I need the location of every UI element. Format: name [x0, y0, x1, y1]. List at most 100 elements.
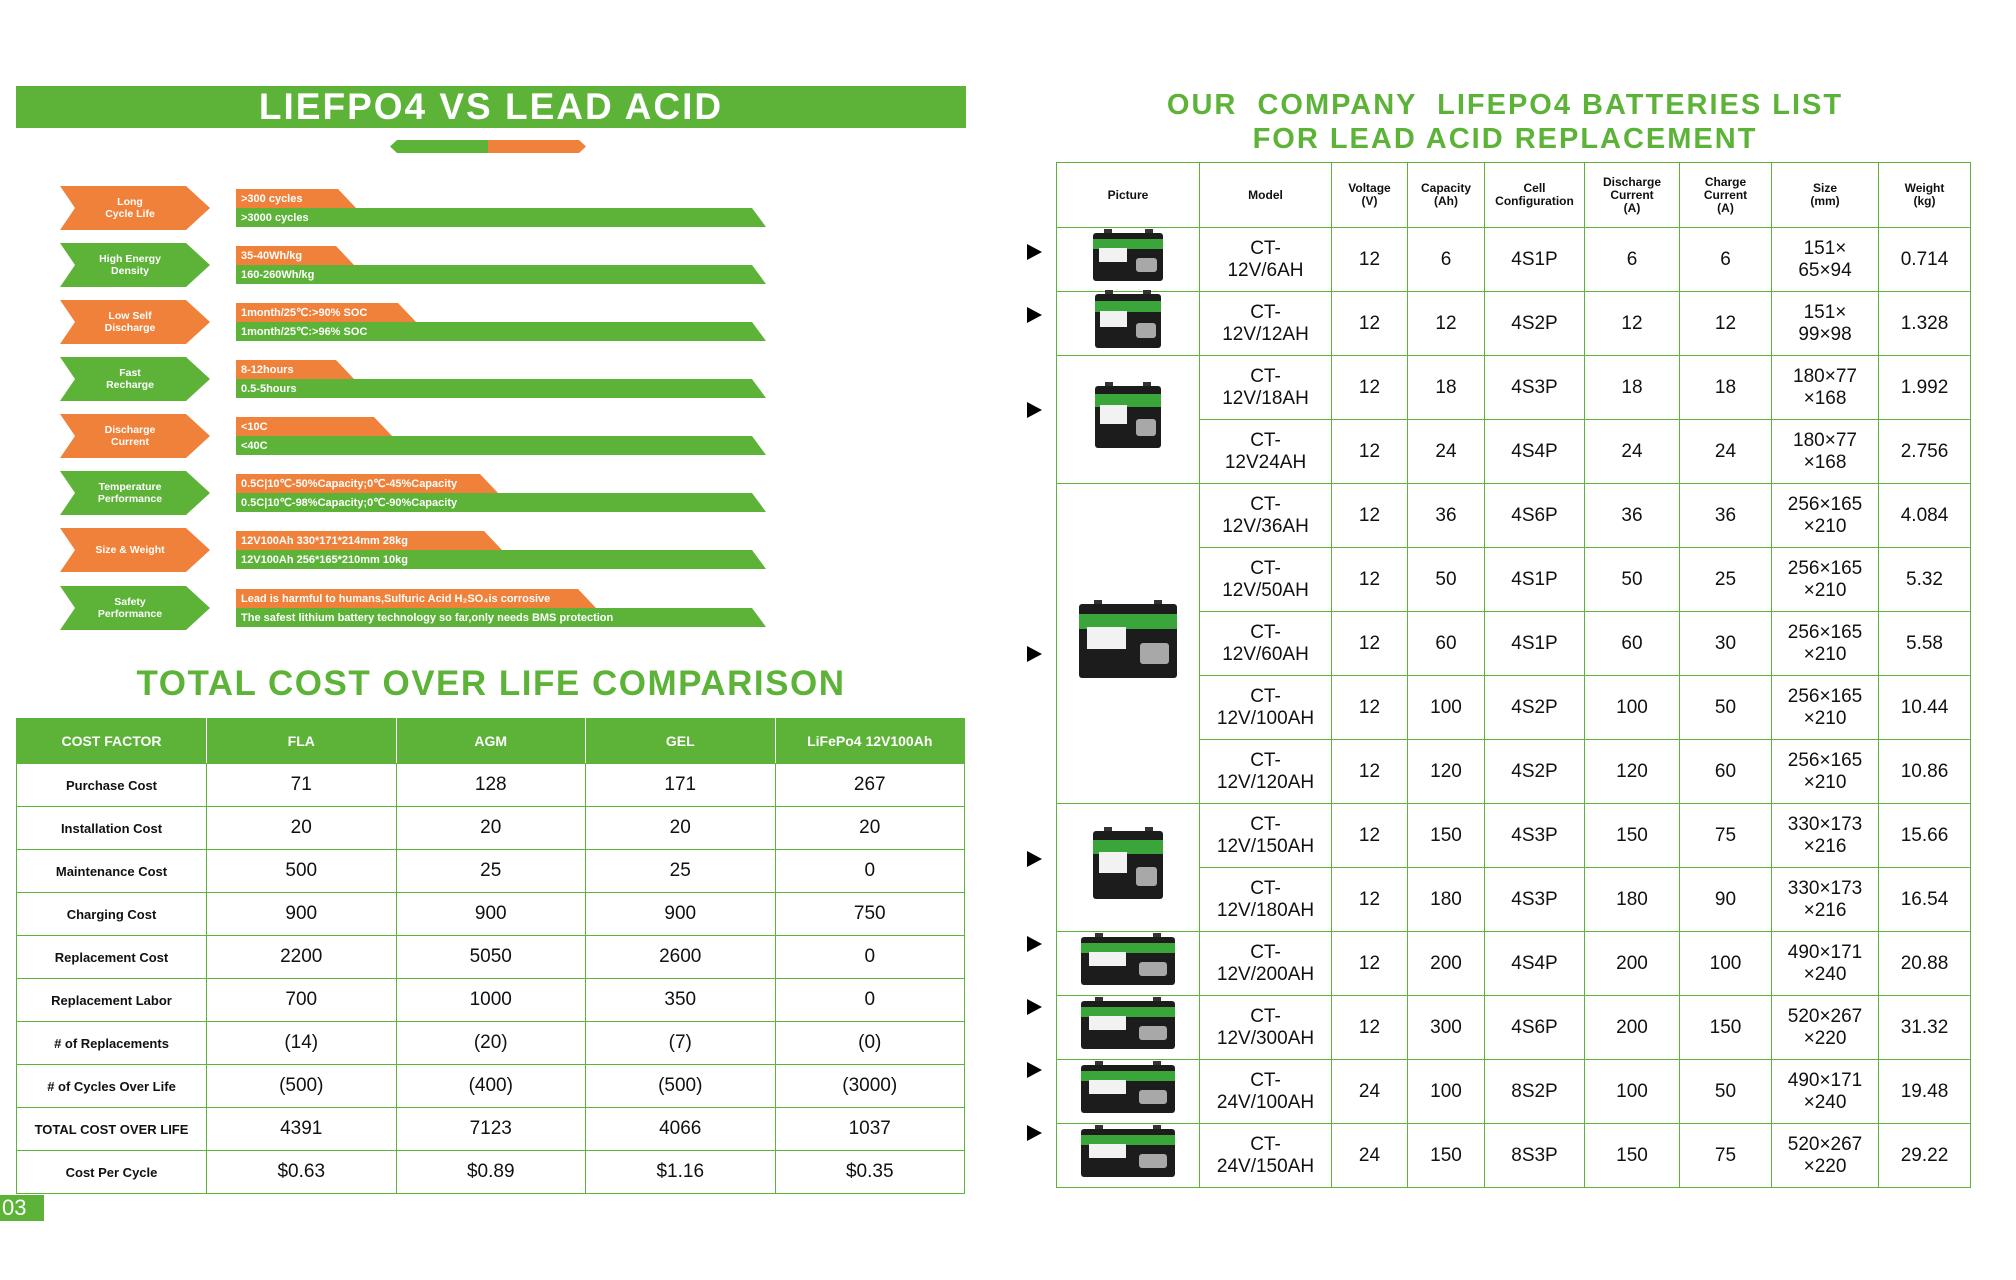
battery-discharge-cell: 180	[1584, 867, 1680, 932]
cost-cell: 900	[206, 892, 397, 936]
cost-cell: 4066	[585, 1107, 776, 1151]
lead-acid-bar: 1month/25℃:>90% SOC	[236, 303, 416, 322]
battery-charge-cell: 75	[1679, 1123, 1772, 1188]
cost-header: AGM	[395, 718, 586, 764]
cost-cell: 500	[206, 849, 397, 893]
battery-row: CT- 12V/12AH 12 12 4S2P 12 12 151× 99×98 1.328	[1056, 289, 1971, 356]
battery-capacity-cell: 100	[1407, 1059, 1485, 1124]
battery-header: Cell Configuration	[1484, 162, 1585, 228]
battery-model-cell: CT- 24V/150AH	[1199, 1123, 1332, 1188]
battery-row: CT- 12V/36AH 12 36 4S6P 36 36 256×165 ×210 4.08…	[1056, 483, 1971, 804]
cost-cell: 0	[774, 935, 965, 979]
battery-config-cell: 4S3P	[1484, 867, 1585, 932]
battery-weight-cell: 29.22	[1878, 1123, 1971, 1188]
lifepo4-bar: <40C	[236, 436, 766, 455]
battery-image-icon	[1081, 996, 1175, 1049]
battery-picture	[1056, 227, 1200, 292]
lead-acid-value: 0.5C|10℃-50%Capacity;0℃-45%Capacity	[241, 478, 458, 490]
battery-image-icon	[1093, 228, 1163, 281]
comparison-label: High Energy Density	[60, 243, 210, 287]
lifepo4-bar: 160-260Wh/kg	[236, 265, 766, 284]
cost-cell: 20	[395, 806, 586, 850]
battery-model-cell: CT- 12V/36AH	[1199, 483, 1332, 548]
triangle-bullet-icon	[1027, 646, 1042, 662]
cost-cell: 1000	[395, 978, 586, 1022]
battery-row: CT- 12V/6AH 12 6 4S1P 6 6 151× 65×94 0.714	[1056, 227, 1971, 292]
battery-voltage-cell: 12	[1331, 931, 1408, 996]
comparison-label-text: Size & Weight	[95, 544, 165, 556]
comparison-label: Low Self Discharge	[60, 300, 210, 344]
battery-model-cell: CT- 12V/50AH	[1199, 547, 1332, 612]
battery-charge-cell: 60	[1679, 739, 1772, 804]
lead-acid-value: >300 cycles	[241, 192, 303, 205]
comparison-label: Size & Weight	[60, 528, 210, 572]
cost-cell: 0	[774, 849, 965, 893]
battery-weight-cell: 10.44	[1878, 675, 1971, 740]
cost-header: LiFePo4 12V100Ah	[774, 718, 965, 764]
cost-cell: $0.89	[395, 1150, 586, 1194]
battery-size-cell: 490×171 ×240	[1771, 931, 1879, 996]
battery-row: CT- 24V/100AH 24 100 8S2P 100 50 490×171 ×240 1…	[1056, 1059, 1971, 1124]
battery-capacity-cell: 36	[1407, 483, 1485, 548]
battery-weight-cell: 1.328	[1878, 291, 1971, 356]
cost-cell: (0)	[774, 1021, 965, 1065]
battery-model-cell: CT- 12V/60AH	[1199, 611, 1332, 676]
battery-discharge-cell: 60	[1584, 611, 1680, 676]
battery-header: Picture	[1056, 162, 1200, 228]
triangle-bullet-icon	[1027, 936, 1042, 952]
cost-header: GEL	[585, 718, 776, 764]
comparison-row: Discharge Current <10C <40C	[60, 414, 800, 458]
battery-header: Voltage (V)	[1331, 162, 1408, 228]
battery-discharge-cell: 24	[1584, 419, 1680, 484]
battery-row: CT- 12V/180AH 12 180 4S3P 180 90 330×173 ×216 1…	[1057, 867, 1971, 932]
page-number: 03	[0, 1195, 44, 1221]
battery-charge-cell: 100	[1679, 931, 1772, 996]
battery-size-cell: 151× 99×98	[1771, 291, 1879, 356]
lifepo4-bar: 0.5C|10℃-98%Capacity;0℃-90%Capacity	[236, 493, 766, 512]
cost-row: # of Cycles Over Life (500) (400) (500) (300…	[16, 1064, 965, 1108]
cost-cell: 900	[395, 892, 586, 936]
battery-model-cell: CT- 12V24AH	[1199, 419, 1332, 484]
lifepo4-value: >3000 cycles	[241, 211, 309, 224]
lifepo4-bar: The safest lithium battery technology so…	[236, 608, 766, 627]
battery-weight-cell: 20.88	[1878, 931, 1971, 996]
title-underline	[390, 140, 586, 153]
battery-capacity-cell: 50	[1407, 547, 1485, 612]
battery-model-cell: CT- 12V/180AH	[1199, 867, 1332, 932]
battery-header: Discharge Current (A)	[1584, 162, 1680, 228]
cost-cell: (3000)	[774, 1064, 965, 1108]
cost-cell: 171	[585, 763, 776, 807]
battery-row: CT- 12V/150AH 12 150 4S3P 150 75 330×173 ×216 1…	[1056, 803, 1971, 932]
cost-cell: (400)	[395, 1064, 586, 1108]
battery-model-cell: CT- 12V/12AH	[1199, 291, 1332, 356]
cost-cell: 20	[206, 806, 397, 850]
battery-weight-cell: 2.756	[1878, 419, 1971, 484]
battery-picture	[1056, 803, 1200, 932]
battery-voltage-cell: 12	[1331, 419, 1408, 484]
comparison-row: Size & Weight 12V100Ah 330*171*214mm 28kg…	[60, 528, 800, 572]
cost-cell: (14)	[206, 1021, 397, 1065]
battery-charge-cell: 6	[1679, 227, 1772, 292]
battery-discharge-cell: 50	[1584, 547, 1680, 612]
battery-capacity-cell: 6	[1407, 227, 1485, 292]
battery-voltage-cell: 24	[1331, 1059, 1408, 1124]
battery-weight-cell: 10.86	[1878, 739, 1971, 804]
battery-charge-cell: 18	[1679, 355, 1772, 420]
triangle-bullet-icon	[1027, 402, 1042, 418]
comparison-label: Long Cycle Life	[60, 186, 210, 230]
cost-cell: 4391	[206, 1107, 397, 1151]
cost-cell: 5050	[395, 935, 586, 979]
battery-capacity-cell: 120	[1407, 739, 1485, 804]
battery-image-icon	[1095, 289, 1161, 348]
cost-cell: 350	[585, 978, 776, 1022]
battery-header: Charge Current (A)	[1679, 162, 1772, 228]
cost-table: COST FACTOR FLA AGM GEL LiFePo4 12V100Ah Pur…	[16, 718, 965, 1194]
battery-size-cell: 256×165 ×210	[1771, 739, 1879, 804]
triangle-bullet-icon	[1027, 999, 1042, 1015]
battery-image-icon	[1081, 1124, 1175, 1177]
battery-config-cell: 4S1P	[1484, 227, 1585, 292]
lead-acid-bar: 35-40Wh/kg	[236, 246, 354, 265]
lead-acid-value: Lead is harmful to humans,Sulfuric Acid …	[241, 592, 551, 605]
lead-acid-bar: >300 cycles	[236, 189, 356, 208]
comparison-label-text: Low Self Discharge	[104, 310, 156, 334]
